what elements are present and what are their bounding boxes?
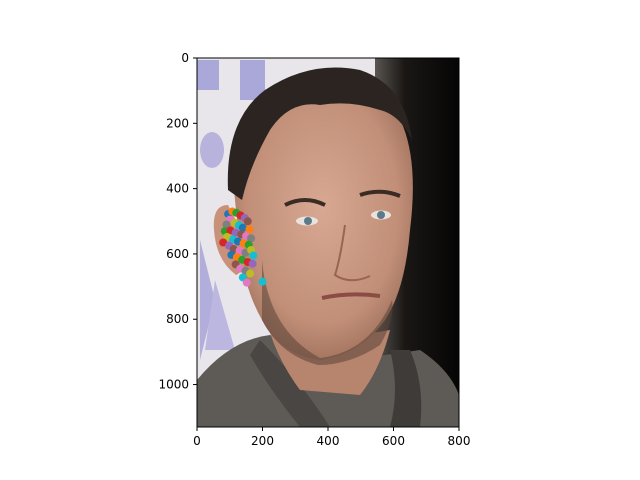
- y-tick-label: 800: [166, 312, 189, 326]
- y-tick-label: 0: [181, 51, 189, 65]
- portrait-photo: [197, 58, 459, 427]
- scatter-point-34: [248, 259, 257, 268]
- scatter-point-11: [245, 225, 254, 234]
- x-tick-label: 0: [193, 434, 201, 448]
- scatter-point-10: [238, 223, 247, 232]
- scatter-point-29: [249, 251, 258, 260]
- x-tick-label: 600: [382, 434, 405, 448]
- y-axis: 0 200 400 600 800 1000: [158, 51, 197, 392]
- scatter-point-41: [258, 277, 267, 286]
- y-tick-label: 600: [166, 247, 189, 261]
- y-tick-label: 1000: [158, 378, 189, 392]
- scatter-point-40: [242, 278, 251, 287]
- x-tick-label: 800: [448, 434, 471, 448]
- y-tick-label: 400: [166, 182, 189, 196]
- scatter-point-17: [247, 234, 256, 243]
- x-axis: 0 200 400 600 800: [193, 427, 470, 448]
- x-tick-label: 200: [251, 434, 274, 448]
- scatter-point-23: [219, 238, 228, 247]
- x-tick-label: 400: [317, 434, 340, 448]
- scatter-point-7: [222, 220, 231, 229]
- scatter-point-38: [246, 269, 255, 278]
- y-tick-label: 200: [166, 116, 189, 130]
- scatter-point-5: [243, 217, 252, 226]
- scatter-points: [219, 207, 267, 287]
